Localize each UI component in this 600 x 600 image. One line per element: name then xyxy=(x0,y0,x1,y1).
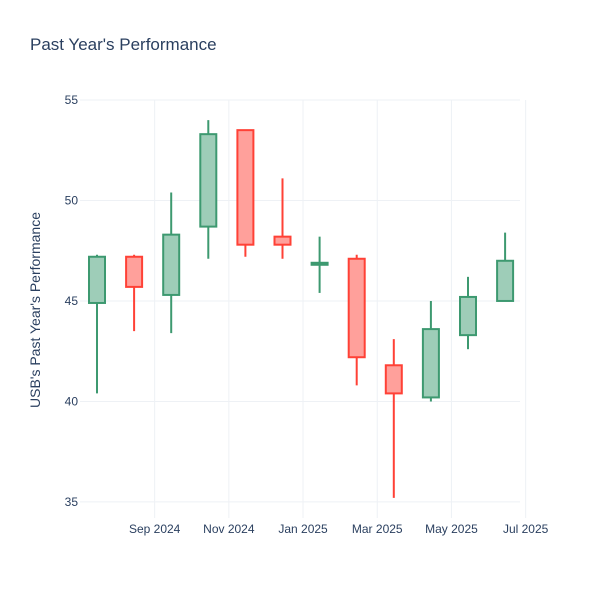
candle xyxy=(310,236,329,293)
candle-body xyxy=(162,233,181,296)
candle-body xyxy=(459,295,477,337)
y-tick-label: 40 xyxy=(65,394,79,408)
x-tick-label: Jul 2025 xyxy=(503,522,549,536)
candle-body xyxy=(88,255,106,304)
x-axis-ticks: Sep 2024 Nov 2024 Jan 2025 Mar 2025 May 2025… xyxy=(129,522,549,536)
candle xyxy=(88,254,106,394)
chart-title: Past Year's Performance xyxy=(30,35,217,54)
candle xyxy=(125,254,144,332)
candle xyxy=(162,192,181,334)
candle xyxy=(347,254,366,386)
candle xyxy=(273,178,292,259)
candle-body xyxy=(496,259,515,302)
x-tick-label: Sep 2024 xyxy=(129,522,181,536)
candle-body xyxy=(310,261,329,266)
grid xyxy=(80,99,527,518)
y-tick-label: 45 xyxy=(65,294,79,308)
candle-body xyxy=(273,235,292,246)
candle xyxy=(496,232,515,302)
candle-body xyxy=(384,364,403,395)
candles xyxy=(88,120,515,498)
x-tick-label: Nov 2024 xyxy=(203,522,255,536)
y-tick-label: 50 xyxy=(65,193,79,207)
x-tick-label: Jan 2025 xyxy=(278,522,328,536)
x-tick-label: May 2025 xyxy=(425,522,478,536)
candle xyxy=(199,120,218,259)
y-axis-title: USB's Past Year's Performance xyxy=(27,212,43,408)
candle-body xyxy=(347,257,366,359)
candle xyxy=(421,300,440,402)
candle xyxy=(384,339,403,498)
candle-body xyxy=(236,129,255,246)
x-tick-label: Mar 2025 xyxy=(352,522,403,536)
y-axis-ticks: 35 40 45 50 55 xyxy=(65,93,79,509)
y-tick-label: 55 xyxy=(65,93,79,107)
candle-body xyxy=(421,328,440,399)
candle-body xyxy=(125,255,144,288)
candle-body xyxy=(199,133,218,228)
y-tick-label: 35 xyxy=(65,495,79,509)
candle xyxy=(459,276,477,350)
candle xyxy=(236,129,255,257)
